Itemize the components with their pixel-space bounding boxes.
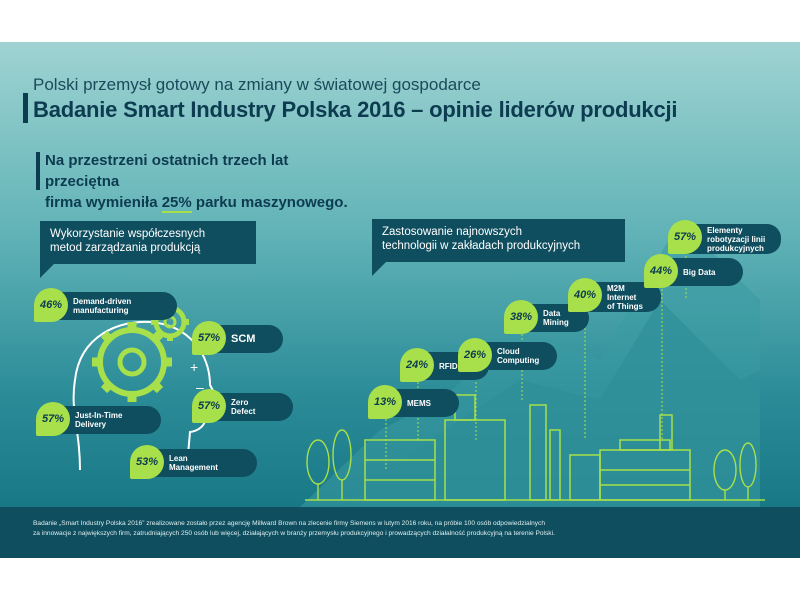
percent-badge: 40% — [568, 278, 602, 312]
percent-badge: 44% — [644, 254, 678, 288]
stat-percentage: 25% — [161, 194, 192, 213]
percent-badge: 53% — [130, 445, 164, 479]
percent-badge: 57% — [36, 402, 70, 436]
stat-line-2: firma wymieniła 25% parku maszynowego. — [45, 192, 365, 213]
item-label-line-1: RFID — [439, 361, 458, 371]
percent-badge: 26% — [458, 338, 492, 372]
item-label-line-1: Lean — [169, 454, 188, 463]
stat-line-1: Na przestrzeni ostatnich trzech lat prze… — [45, 152, 289, 190]
item-label-line-1: MEMS — [407, 398, 431, 408]
management-item-scm: 57% SCM — [192, 321, 283, 355]
item-label-line-1: Data — [543, 309, 561, 318]
footer-line-1: Badanie „Smart Industry Polska 2016” zre… — [33, 520, 546, 527]
technology-heading: Zastosowanie najnowszych technologii w z… — [372, 219, 625, 276]
item-label-line-1: Demand-driven — [73, 297, 132, 306]
percent-badge: 38% — [504, 300, 538, 334]
management-item-zero-defect: 57% Zero Defect — [192, 389, 293, 423]
item-label-line-1: Zero — [231, 398, 249, 407]
item-label-line-3: of Things — [607, 301, 643, 311]
percent-badge: 57% — [192, 321, 226, 355]
item-label-line-2: Defect — [231, 407, 256, 416]
gear-large-icon — [92, 322, 172, 402]
technology-item-big-data: 44% Big Data — [644, 254, 743, 288]
item-label-line-2: Management — [169, 463, 218, 472]
percent-badge: 57% — [192, 389, 226, 423]
technology-item-mems: 13% MEMS — [368, 385, 459, 419]
percent-badge: 57% — [668, 220, 702, 254]
item-label-line-2: Internet — [607, 292, 637, 302]
management-heading: Wykorzystanie współczesnych metod zarząd… — [40, 221, 256, 278]
percent-badge: 46% — [34, 288, 68, 322]
technology-item-robotics: 57% Elementy robotyzacji linii produkcyjny… — [668, 220, 781, 254]
item-label-line-2: manufacturing — [73, 306, 129, 315]
stat-accent-bar — [36, 152, 40, 190]
management-heading-line-2: metod zarządzania produkcją — [50, 242, 201, 254]
percent-badge: 13% — [368, 385, 402, 419]
tree-outline — [306, 429, 757, 500]
item-label-line-1: Big Data — [683, 267, 716, 277]
management-item-lean: 53% Lean Management — [130, 445, 257, 479]
stat-line-2-after: parku maszynowego. — [191, 194, 348, 211]
item-label-line-1: Just-In-Time — [75, 411, 123, 420]
percent-badge: 24% — [400, 348, 434, 382]
item-label-line-1: Elementy — [707, 225, 743, 235]
svg-text:–: – — [196, 379, 204, 395]
item-label-line-3: produkcyjnych — [707, 243, 764, 253]
item-label-line-1: SCM — [231, 332, 256, 345]
item-label-line-2: Computing — [497, 356, 540, 365]
item-label-line-2: Mining — [543, 318, 569, 327]
title-accent-bar — [23, 93, 28, 123]
stat-line-2-before: firma wymieniła — [45, 194, 162, 211]
svg-text:+: + — [190, 359, 198, 375]
footer-band — [0, 507, 800, 558]
footer-line-2: za innowacje z największych firm, zatrud… — [33, 530, 555, 537]
gear-small-icon — [151, 303, 189, 341]
page-title: Badanie Smart Industry Polska 2016 – opi… — [33, 97, 678, 122]
page-subtitle: Polski przemysł gotowy na zmiany w świat… — [33, 75, 481, 94]
technology-heading-line-2: technologii w zakładach produkcyjnych — [382, 240, 581, 252]
management-heading-line-1: Wykorzystanie współczesnych — [50, 228, 206, 240]
item-label-line-2: robotyzacji linii — [707, 234, 766, 244]
management-item-just-in-time: 57% Just-In-Time Delivery — [36, 402, 161, 436]
item-label-line-1: Cloud — [497, 347, 520, 356]
management-item-demand-driven: 46% Demand-driven manufacturing — [34, 288, 177, 322]
technology-heading-line-1: Zastosowanie najnowszych — [382, 226, 522, 238]
item-label-line-2: Delivery — [75, 420, 107, 429]
stat-text: Na przestrzeni ostatnich trzech lat prze… — [45, 150, 365, 213]
footer-note: Badanie „Smart Industry Polska 2016” zre… — [33, 519, 773, 539]
technology-item-cloud: 26% Cloud Computing — [458, 338, 557, 372]
item-label-line-1: M2M — [607, 283, 625, 293]
